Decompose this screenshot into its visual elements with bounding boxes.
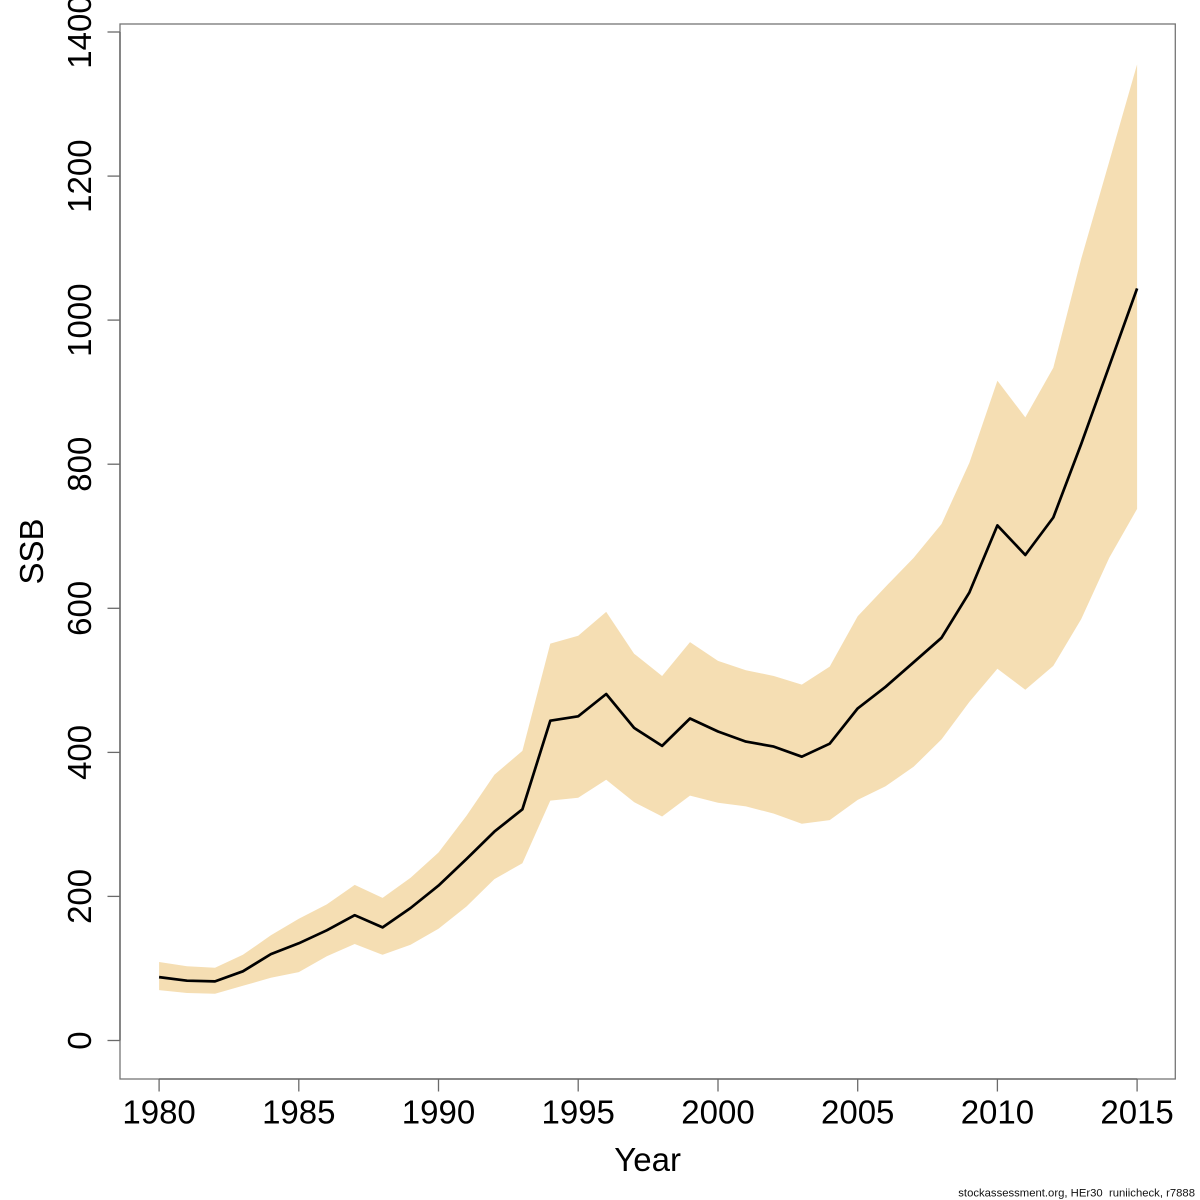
svg-text:1200: 1200 (61, 139, 98, 212)
svg-text:600: 600 (61, 581, 98, 636)
svg-text:1000: 1000 (61, 283, 98, 356)
svg-text:2015: 2015 (1100, 1094, 1173, 1131)
svg-text:Year: Year (614, 1141, 681, 1178)
svg-text:2005: 2005 (821, 1094, 894, 1131)
svg-text:1995: 1995 (541, 1094, 614, 1131)
svg-text:stockassessment.org, HEr30 ru: stockassessment.org, HEr30 runiicheck, r… (958, 1188, 1195, 1200)
svg-text:SSB: SSB (13, 518, 50, 584)
svg-text:2010: 2010 (961, 1094, 1034, 1131)
svg-text:1980: 1980 (122, 1094, 195, 1131)
svg-text:1400: 1400 (61, 0, 98, 69)
svg-text:400: 400 (61, 725, 98, 780)
svg-text:1990: 1990 (402, 1094, 475, 1131)
svg-text:800: 800 (61, 437, 98, 492)
svg-text:200: 200 (61, 869, 98, 924)
svg-text:1985: 1985 (262, 1094, 335, 1131)
svg-text:2000: 2000 (681, 1094, 754, 1131)
svg-text:0: 0 (61, 1031, 98, 1049)
